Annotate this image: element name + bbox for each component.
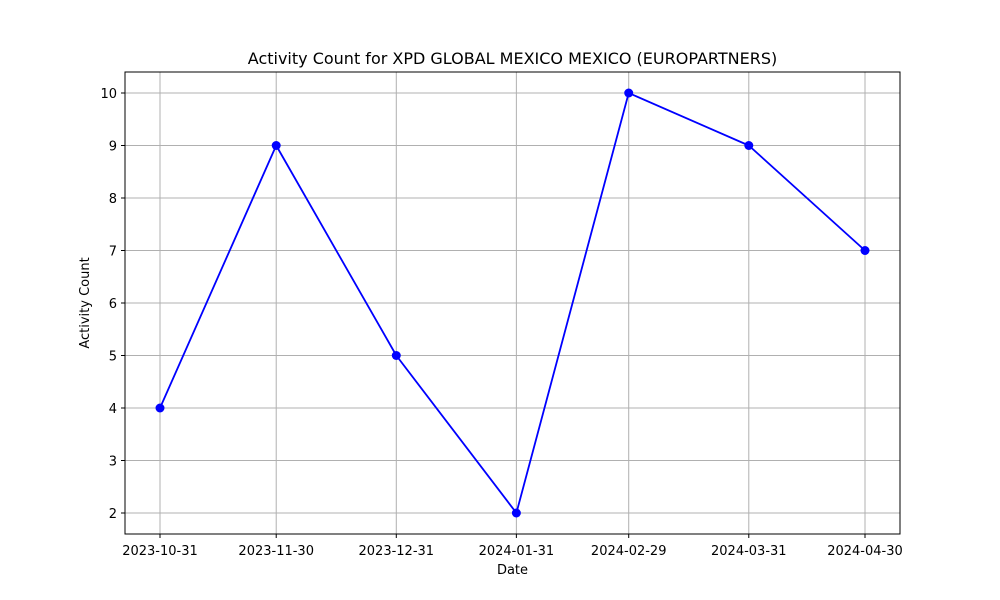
y-tick-label: 5 — [109, 350, 117, 365]
y-tick-label: 8 — [109, 192, 117, 207]
y-tick-label: 7 — [109, 245, 117, 260]
x-tick-label: 2024-03-31 — [711, 544, 787, 559]
y-axis-label: Activity Count — [78, 257, 93, 348]
x-tick-label: 2024-04-30 — [827, 544, 903, 559]
x-tick-label: 2023-11-30 — [238, 544, 314, 559]
series-layer — [155, 88, 870, 518]
y-tick-label: 2 — [109, 507, 117, 522]
data-point — [511, 508, 521, 518]
data-point — [271, 141, 281, 150]
y-axis: 2 3 4 5 6 7 8 9 10 — [100, 87, 125, 522]
x-tick-label: 2024-01-31 — [479, 544, 555, 559]
x-tick-label: 2024-02-29 — [591, 544, 667, 559]
x-axis-label: Date — [497, 563, 528, 578]
data-point — [860, 246, 870, 255]
chart-title: Activity Count for XPD GLOBAL MEXICO MEX… — [248, 49, 777, 68]
x-tick-label: 2023-12-31 — [359, 544, 435, 559]
x-axis: 2023-10-31 2023-11-30 2023-12-31 2024-01-31… — [122, 534, 903, 559]
y-tick-label: 4 — [109, 402, 117, 417]
y-tick-label: 3 — [109, 455, 117, 470]
data-point — [624, 88, 634, 98]
data-point — [744, 141, 754, 150]
y-tick-label: 10 — [100, 87, 117, 102]
data-point — [391, 351, 401, 360]
x-tick-label: 2023-10-31 — [122, 544, 198, 559]
y-tick-label: 6 — [109, 297, 117, 312]
y-tick-label: 9 — [109, 140, 117, 155]
data-point — [155, 403, 165, 413]
